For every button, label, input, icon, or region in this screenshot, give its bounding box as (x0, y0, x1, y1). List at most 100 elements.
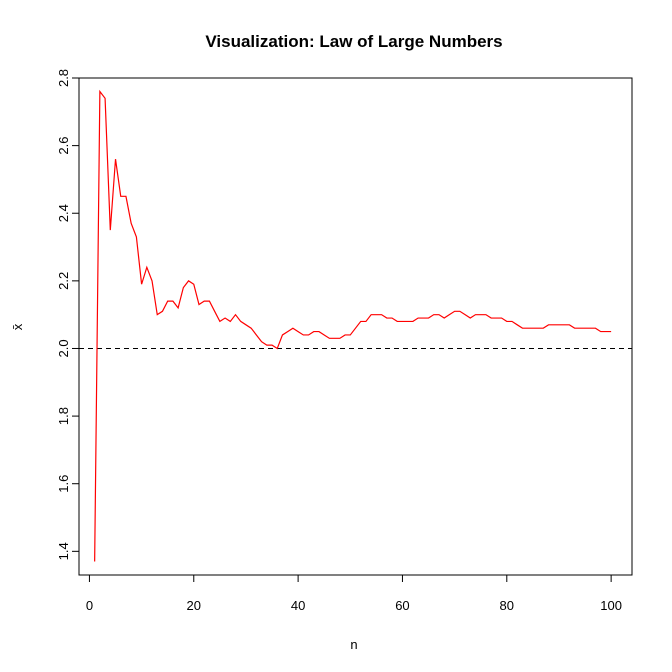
data-point (496, 317, 497, 318)
data-point (120, 196, 121, 197)
data-point (167, 301, 168, 302)
data-point (428, 317, 429, 318)
data-point (459, 311, 460, 312)
data-point (412, 321, 413, 322)
data-point (397, 321, 398, 322)
data-point (491, 317, 492, 318)
data-point (381, 314, 382, 315)
data-point (376, 314, 377, 315)
data-point (224, 317, 225, 318)
data-point (584, 328, 585, 329)
data-point (308, 334, 309, 335)
data-point (543, 328, 544, 329)
data-point (433, 314, 434, 315)
data-point (386, 317, 387, 318)
data-point (172, 301, 173, 302)
data-point (157, 314, 158, 315)
x-tick-label: 60 (395, 598, 409, 613)
data-point (256, 334, 257, 335)
data-point (511, 321, 512, 322)
data-point (350, 334, 351, 335)
data-point (480, 314, 481, 315)
data-point (532, 328, 533, 329)
data-point (564, 324, 565, 325)
data-point (115, 159, 116, 160)
data-point (418, 317, 419, 318)
x-tick-label: 20 (187, 598, 201, 613)
y-tick-label: 2.6 (56, 137, 71, 155)
x-tick-label: 40 (291, 598, 305, 613)
data-point (298, 331, 299, 332)
data-point (230, 321, 231, 322)
data-point (318, 331, 319, 332)
data-point (94, 561, 95, 562)
x-axis: 0 20 40 60 80 100 (86, 574, 622, 613)
data-point (219, 321, 220, 322)
data-point (391, 317, 392, 318)
data-point (590, 328, 591, 329)
data-point (329, 338, 330, 339)
data-point (553, 324, 554, 325)
data-point (522, 328, 523, 329)
data-point (146, 267, 147, 268)
data-point (324, 334, 325, 335)
data-point (454, 311, 455, 312)
data-point (131, 223, 132, 224)
data-point (214, 311, 215, 312)
data-point (501, 317, 502, 318)
data-point (261, 341, 262, 342)
data-point (402, 321, 403, 322)
data-point (339, 338, 340, 339)
data-point (178, 307, 179, 308)
x-tick-label: 100 (600, 598, 622, 613)
data-point (313, 331, 314, 332)
y-tick-label: 2.2 (56, 272, 71, 290)
data-point (605, 331, 606, 332)
data-point (579, 328, 580, 329)
data-point (251, 328, 252, 329)
data-point (287, 331, 288, 332)
y-axis: 1.4 1.6 1.8 2.0 2.2 2.4 2.6 2.8 (56, 69, 80, 560)
data-point (151, 280, 152, 281)
data-point (355, 328, 356, 329)
data-point (303, 334, 304, 335)
data-point (517, 324, 518, 325)
data-point (277, 348, 278, 349)
data-point (282, 334, 283, 335)
data-point (485, 314, 486, 315)
data-point (548, 324, 549, 325)
chart-title: Visualization: Law of Large Numbers (205, 32, 502, 51)
data-point (188, 280, 189, 281)
data-point (569, 324, 570, 325)
data-point (506, 321, 507, 322)
data-point (162, 311, 163, 312)
data-point (271, 345, 272, 346)
data-point (334, 338, 335, 339)
x-tick-label: 80 (500, 598, 514, 613)
data-point (444, 317, 445, 318)
data-point (204, 301, 205, 302)
data-point (438, 314, 439, 315)
y-axis-label: x̄ (10, 323, 25, 330)
y-tick-label: 2.4 (56, 204, 71, 222)
data-point (240, 321, 241, 322)
data-point (99, 91, 100, 92)
data-point (595, 328, 596, 329)
data-point (475, 314, 476, 315)
data-point (365, 321, 366, 322)
y-tick-label: 1.6 (56, 475, 71, 493)
x-tick-label: 0 (86, 598, 93, 613)
data-point (464, 314, 465, 315)
data-point (198, 304, 199, 305)
data-point (125, 196, 126, 197)
data-point (141, 284, 142, 285)
data-point (266, 345, 267, 346)
data-point (209, 301, 210, 302)
data-point (407, 321, 408, 322)
data-point (193, 284, 194, 285)
data-point (235, 314, 236, 315)
data-point (360, 321, 361, 322)
data-point (449, 314, 450, 315)
data-point (558, 324, 559, 325)
